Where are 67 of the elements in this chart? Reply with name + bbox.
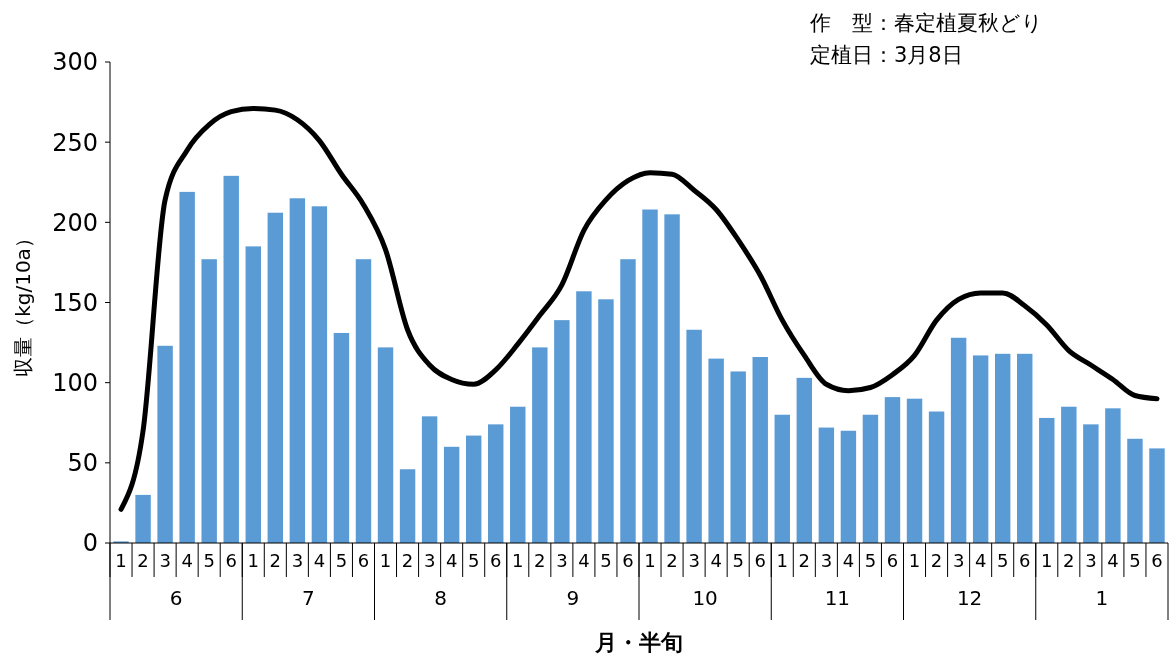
x-tick-label: 6: [225, 550, 237, 571]
text: 10: [692, 586, 718, 610]
x-tick-label: 1: [512, 550, 524, 571]
y-axis-title: 収量（kg/10a）: [11, 228, 35, 377]
text: 9: [566, 586, 580, 610]
x-tick-label: 4: [842, 550, 855, 571]
x-tick-label: 2: [666, 550, 678, 571]
x-tick-label: 1: [1041, 550, 1053, 571]
x-tick-label: 4: [445, 550, 458, 571]
x-tick-label: 5: [996, 550, 1009, 571]
x-tick-label: 1: [644, 550, 656, 571]
text: 11: [824, 586, 851, 610]
text: 1: [1095, 586, 1109, 610]
x-tick-label: 2: [930, 550, 943, 571]
text: 12: [956, 586, 983, 610]
x-tick-label: 3: [423, 550, 436, 571]
x-tick-label: 5: [203, 550, 215, 571]
text: 作 型：春定植夏秋どり: [809, 11, 1043, 35]
x-tick-label: 4: [710, 550, 722, 571]
text: 7: [302, 586, 315, 610]
x-tick-label: 5: [600, 550, 612, 571]
x-tick-label: 4: [313, 550, 326, 571]
x-tick-label: 5: [1129, 550, 1141, 571]
x-tick-label: 2: [534, 550, 546, 571]
x-tick-label: 6: [754, 550, 766, 571]
x-tick-label: 2: [137, 550, 149, 571]
x-tick-label: 6: [886, 550, 899, 571]
x-tick-label: 5: [335, 550, 348, 571]
y-tick-label: 250: [52, 128, 98, 157]
text: 6: [169, 586, 183, 610]
x-tick-label: 4: [1107, 550, 1119, 571]
x-tick-label: 6: [357, 550, 370, 571]
x-tick-label: 6: [490, 550, 502, 571]
y-tick-label: 0: [82, 529, 98, 558]
y-tick-label: 50: [67, 449, 98, 478]
x-tick-label: 2: [401, 550, 414, 571]
x-tick-label: 2: [798, 550, 811, 571]
x-tick-label: 1: [908, 550, 921, 571]
x-tick-label: 6: [1151, 550, 1163, 571]
x-tick-label: 1: [776, 550, 788, 571]
x-tick-label: 3: [556, 550, 568, 571]
x-tick-label: 4: [974, 550, 987, 571]
text: 8: [434, 586, 447, 610]
x-tick-label: 2: [1063, 550, 1075, 571]
x-tick-label: 4: [181, 550, 193, 571]
x-tick-label: 3: [1085, 550, 1097, 571]
x-tick-label: 2: [269, 550, 282, 571]
x-tick-label: 5: [467, 550, 480, 571]
x-tick-label: 5: [732, 550, 744, 571]
annotation: 定植日：3月8日: [810, 43, 963, 67]
x-tick-label: 3: [159, 550, 171, 571]
x-tick-label: 3: [952, 550, 965, 571]
x-tick-label: 3: [688, 550, 700, 571]
y-tick-label: 200: [52, 208, 98, 237]
x-tick-label: 3: [820, 550, 833, 571]
x-tick-label: 3: [291, 550, 304, 571]
y-tick-label: 100: [52, 369, 98, 398]
x-tick-label: 1: [247, 550, 259, 571]
x-tick-label: 4: [578, 550, 590, 571]
y-tick-label: 300: [52, 48, 98, 77]
x-tick-label: 6: [622, 550, 634, 571]
x-tick-label: 5: [864, 550, 877, 571]
x-tick-label: 6: [1019, 550, 1031, 571]
x-tick-label: 1: [115, 550, 127, 571]
x-tick-label: 1: [379, 550, 392, 571]
x-axis-title: 月・半旬: [594, 630, 683, 655]
y-tick-label: 150: [52, 288, 98, 317]
